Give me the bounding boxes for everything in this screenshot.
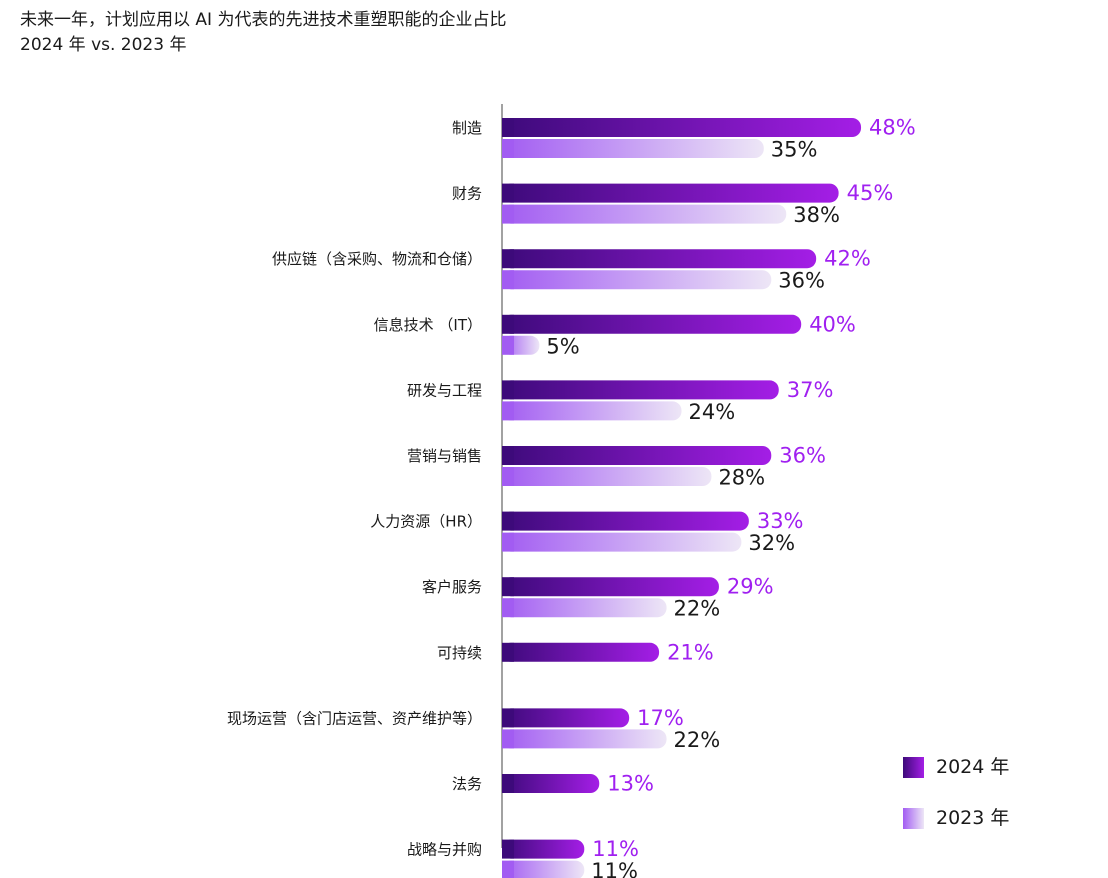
chart-title-block: 未来一年，计划应用以 AI 为代表的先进技术重塑职能的企业占比 2024 年 v…: [20, 8, 506, 58]
data-label-2024: 48%: [869, 116, 916, 140]
data-label-2023: 11%: [591, 859, 638, 878]
bar-2024-base: [502, 380, 514, 400]
bar-2023: [502, 204, 787, 224]
bar-2023-base: [502, 729, 514, 749]
category-label: 人力资源（HR）: [370, 513, 482, 531]
bar-2024: [502, 183, 839, 203]
legend-label-2024: 2024 年: [936, 756, 1010, 778]
bar-2024-base: [502, 774, 514, 793]
bar-2024-base: [502, 446, 514, 465]
legend-label-2023: 2023 年: [936, 807, 1010, 829]
bar-2024-base: [502, 118, 514, 137]
bar-2023: [502, 139, 764, 158]
bar-2024-base: [502, 708, 514, 728]
data-label-2024: 13%: [607, 772, 654, 796]
bar-2023-base: [502, 532, 514, 552]
bar-2024: [502, 577, 719, 597]
data-label-2024: 42%: [824, 247, 871, 271]
data-label-2024: 37%: [787, 378, 834, 402]
bar-2023-base: [502, 467, 514, 486]
bar-2024: [502, 774, 600, 793]
bar-2024: [502, 380, 779, 400]
legend-swatch-2023: [903, 808, 924, 829]
legend-item-2024: 2024 年: [903, 755, 1043, 779]
data-label-2023: 22%: [674, 597, 721, 621]
bar-2023: [502, 467, 712, 486]
bar-2023: [502, 860, 585, 878]
bar-2023: [502, 401, 682, 421]
bar-2024: [502, 118, 862, 137]
chart-title: 未来一年，计划应用以 AI 为代表的先进技术重塑职能的企业占比: [20, 10, 507, 30]
data-label-2023: 35%: [771, 138, 818, 162]
data-label-2023: 38%: [793, 203, 840, 227]
bar-2024-base: [502, 839, 514, 859]
bar-2023: [502, 598, 667, 618]
category-label: 现场运营（含门店运营、资产维护等）: [227, 709, 482, 727]
bar-2024: [502, 839, 585, 859]
bar-2023-base: [502, 270, 514, 290]
bar-2024: [502, 249, 817, 269]
bar-2024-base: [502, 642, 514, 662]
bar-2023: [502, 729, 667, 749]
data-label-2023: 5%: [546, 334, 579, 358]
data-label-2024: 11%: [592, 837, 639, 861]
bar-2023-base: [502, 335, 514, 355]
legend-swatch-2024: [903, 757, 924, 778]
category-label: 研发与工程: [407, 381, 482, 399]
data-label-2023: 24%: [689, 400, 736, 424]
data-label-2023: 36%: [778, 269, 825, 293]
bar-2024-base: [502, 511, 514, 531]
category-label: 供应链（含采购、物流和仓储）: [272, 250, 482, 268]
chart-subtitle: 2024 年 vs. 2023 年: [20, 35, 187, 55]
data-label-2024: 36%: [779, 444, 826, 468]
data-label-2024: 33%: [757, 509, 804, 533]
data-label-2023: 22%: [674, 728, 721, 752]
data-label-2024: 45%: [847, 181, 894, 205]
bar-2024: [502, 446, 772, 465]
bar-2023: [502, 532, 742, 552]
bar-2024: [502, 511, 749, 531]
category-label: 法务: [452, 775, 482, 793]
bar-2024-base: [502, 249, 514, 269]
category-label: 战略与并购: [407, 841, 482, 859]
data-label-2023: 28%: [718, 466, 765, 490]
bar-2024: [502, 314, 802, 334]
category-label: 营销与销售: [407, 447, 482, 465]
legend-item-2023: 2023 年: [903, 806, 1043, 830]
bar-2024: [502, 642, 660, 662]
bar-2024-base: [502, 314, 514, 334]
category-label: 制造: [452, 119, 482, 137]
bar-2024-base: [502, 577, 514, 597]
data-label-2023: 32%: [748, 531, 795, 555]
bar-2023-base: [502, 139, 514, 158]
data-label-2024: 17%: [637, 706, 684, 730]
data-label-2024: 40%: [809, 312, 856, 336]
data-label-2024: 29%: [727, 575, 774, 599]
data-label-2024: 21%: [667, 640, 714, 664]
category-label: 财务: [452, 185, 482, 203]
category-label: 信息技术 （IT）: [374, 316, 482, 334]
bar-2023: [502, 270, 772, 290]
category-label: 客户服务: [422, 578, 482, 596]
bar-2024-base: [502, 183, 514, 203]
bar-2023-base: [502, 401, 514, 421]
bar-2023-base: [502, 204, 514, 224]
bar-2023-base: [502, 598, 514, 618]
bar-2024: [502, 708, 630, 728]
category-label: 可持续: [437, 644, 482, 662]
bar-2023-base: [502, 860, 514, 878]
